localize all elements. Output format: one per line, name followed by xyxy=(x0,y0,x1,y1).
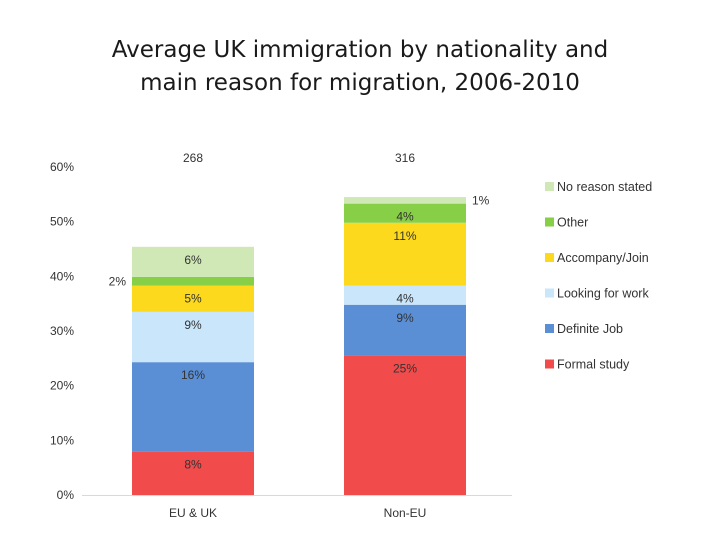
bar-segment-other-0 xyxy=(132,276,254,286)
total-label: 316 xyxy=(395,151,415,165)
bar-segment-formal-study-1 xyxy=(344,355,466,495)
data-label: 11% xyxy=(393,229,416,243)
y-tick-label: 30% xyxy=(50,324,74,338)
bar-segment-accompany-join-0 xyxy=(132,285,254,312)
data-label: 9% xyxy=(396,311,414,325)
legend-label: No reason stated xyxy=(557,180,652,194)
y-tick-label: 40% xyxy=(50,269,74,283)
bar-segment-no-reason-stated-1 xyxy=(344,197,466,204)
bar-segment-looking-for-work-1 xyxy=(344,285,466,305)
y-tick-label: 60% xyxy=(50,160,74,174)
total-label: 268 xyxy=(183,151,203,165)
bar-segment-looking-for-work-0 xyxy=(132,311,254,363)
y-tick-label: 20% xyxy=(50,379,74,393)
bar-segment-accompany-join-1 xyxy=(344,222,466,286)
data-label: 2% xyxy=(109,274,127,288)
data-label: 1% xyxy=(472,193,490,207)
legend-label: Other xyxy=(557,216,588,230)
bar-segment-no-reason-stated-0 xyxy=(132,246,254,277)
bar-segment-definite-job-0 xyxy=(132,362,254,452)
legend-swatch-other xyxy=(545,217,554,227)
y-tick-label: 0% xyxy=(57,488,75,502)
chart-title-line-2: main reason for migration, 2006-2010 xyxy=(140,70,580,96)
data-label: 6% xyxy=(184,253,202,267)
y-tick-label: 10% xyxy=(50,433,74,447)
data-label: 9% xyxy=(184,318,202,332)
data-label: 25% xyxy=(393,362,417,376)
legend-swatch-accompany-join xyxy=(545,253,554,262)
y-tick-label: 50% xyxy=(50,215,74,229)
legend-swatch-no-reason-stated xyxy=(545,182,554,191)
legend-label: Definite Job xyxy=(557,322,623,336)
legend-swatch-looking-for-work xyxy=(545,288,554,298)
legend-label: Accompany/Join xyxy=(557,251,649,265)
legend-swatch-definite-job xyxy=(545,324,554,333)
data-label: 4% xyxy=(396,292,414,306)
x-tick-label: EU & UK xyxy=(169,506,217,520)
bar-segment-other-1 xyxy=(344,203,466,223)
legend-label: Looking for work xyxy=(557,287,649,301)
x-tick-label: Non-EU xyxy=(384,506,427,520)
data-label: 4% xyxy=(396,210,414,224)
data-label: 16% xyxy=(181,368,205,382)
legend-swatch-formal-study xyxy=(545,359,554,369)
chart-title-line-1: Average UK immigration by nationality an… xyxy=(111,37,609,63)
data-label: 8% xyxy=(184,457,202,471)
legend-label: Formal study xyxy=(557,358,630,372)
chart-title: Average UK immigration by nationality an… xyxy=(0,34,720,100)
bar-segment-formal-study-0 xyxy=(132,451,254,495)
data-label: 5% xyxy=(184,292,202,306)
bar-segment-definite-job-1 xyxy=(344,304,466,356)
